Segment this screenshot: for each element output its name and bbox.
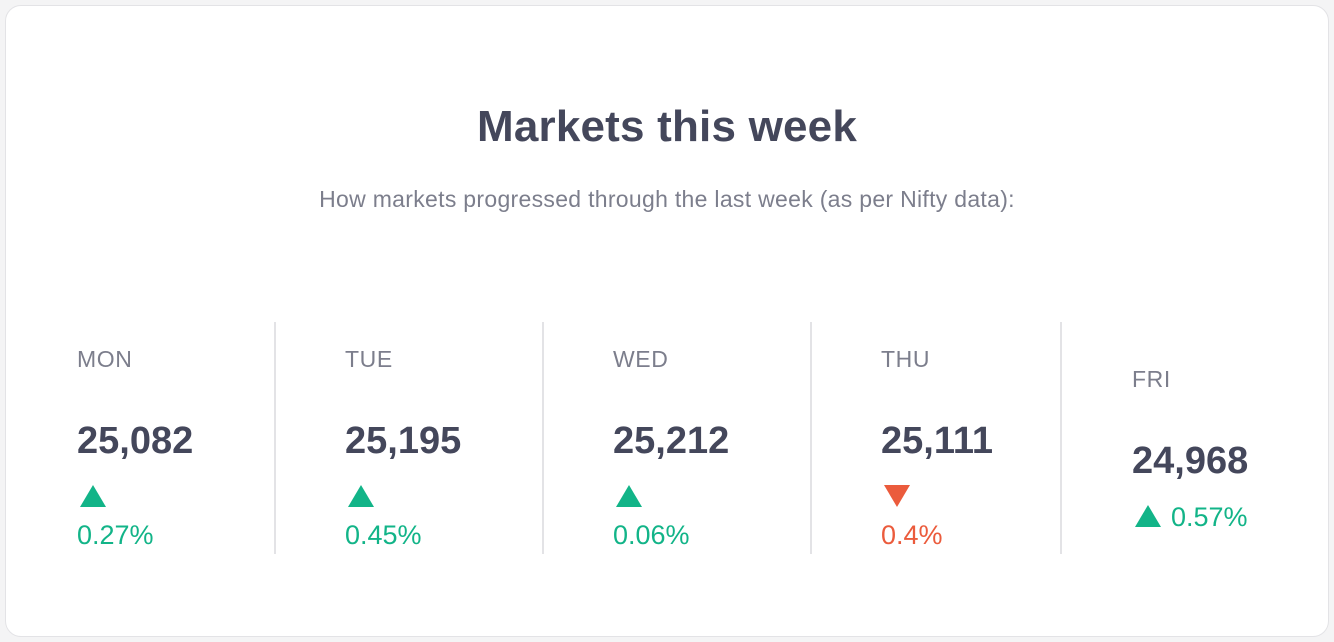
day-column-wed: WED 25,212 0.06% [613, 322, 813, 554]
index-value: 25,212 [613, 420, 730, 462]
market-summary-card: Markets this week How markets progressed… [5, 5, 1329, 637]
triangle-up-icon [616, 485, 642, 507]
card-subtitle: How markets progressed through the last … [319, 186, 1015, 212]
triangle-up-icon [1135, 505, 1161, 527]
day-column-mon: MON 25,082 0.27% [77, 322, 277, 554]
day-label: TUE [345, 346, 393, 372]
column-divider [542, 322, 544, 554]
column-divider [1060, 322, 1062, 554]
index-value: 25,082 [77, 420, 194, 462]
day-label: THU [881, 346, 931, 372]
change-percent: 0.57% [1171, 502, 1248, 532]
change-percent: 0.45% [345, 520, 422, 550]
day-label: FRI [1132, 366, 1171, 392]
change-percent: 0.27% [77, 520, 154, 550]
column-divider [274, 322, 276, 554]
change-percent: 0.06% [613, 520, 690, 550]
change-percent: 0.4% [881, 520, 943, 550]
day-label: MON [77, 346, 133, 372]
index-value: 25,111 [881, 420, 994, 462]
day-column-tue: TUE 25,195 0.45% [345, 322, 545, 554]
day-column-thu: THU 25,111 0.4% [881, 322, 1081, 554]
index-value: 24,968 [1132, 440, 1249, 482]
triangle-up-icon [80, 485, 106, 507]
triangle-up-icon [348, 485, 374, 507]
column-divider [810, 322, 812, 554]
triangle-down-icon [884, 485, 910, 507]
index-value: 25,195 [345, 420, 462, 462]
day-label: WED [613, 346, 669, 372]
day-column-fri: FRI 24,968 0.57% [1132, 322, 1322, 554]
card-title: Markets this week [476, 102, 858, 151]
